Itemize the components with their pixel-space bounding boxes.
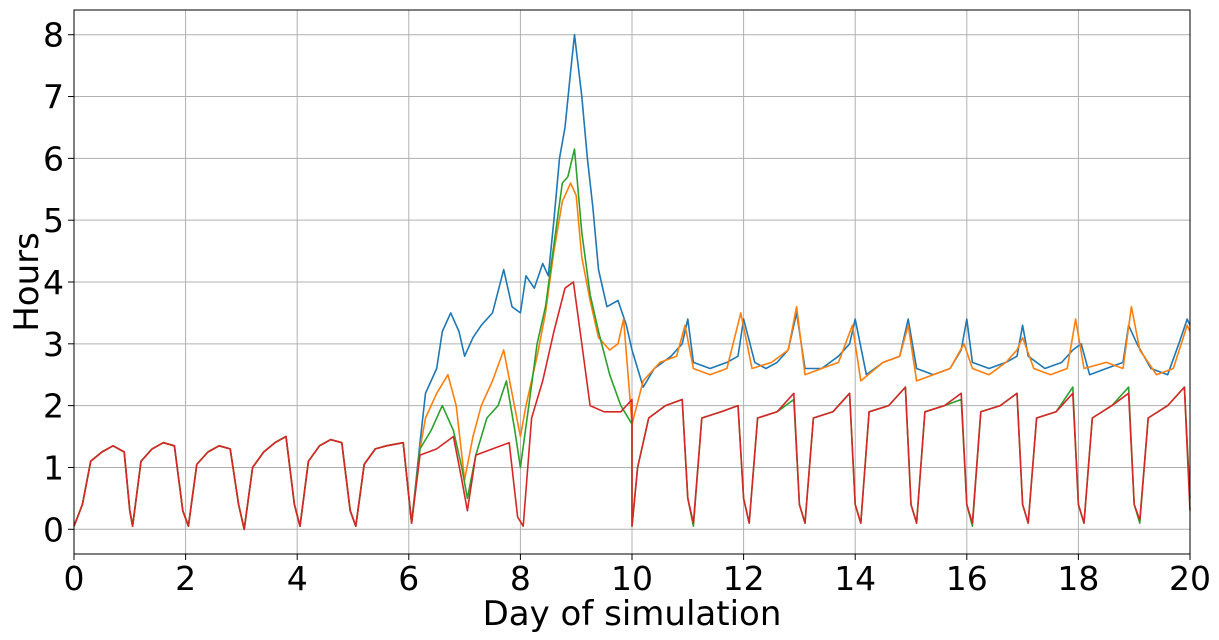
x-tick-label: 8: [510, 559, 531, 598]
series-layer: [73, 33, 1191, 531]
x-tick-label: 12: [723, 559, 765, 598]
y-tick-label: 7: [43, 78, 64, 117]
x-tick-label: 10: [611, 559, 653, 598]
x-tick-label: 18: [1057, 559, 1099, 598]
x-tick-label: 2: [175, 559, 196, 598]
x-tick-label: 16: [946, 559, 988, 598]
y-tick-label: 2: [43, 387, 64, 426]
x-tick-label: 20: [1169, 559, 1211, 598]
y-tick-label: 6: [43, 139, 64, 178]
y-axis-title: Hours: [7, 232, 47, 332]
x-tick-label: 4: [287, 559, 308, 598]
y-tick-label: 3: [43, 325, 64, 364]
x-tick-label: 6: [398, 559, 419, 598]
y-tick-label: 1: [43, 448, 64, 487]
y-axis-ticks: 0 1 2 3 4 5 6 7 8: [43, 16, 74, 549]
y-tick-label: 0: [43, 510, 64, 549]
x-tick-label: 14: [834, 559, 876, 598]
x-axis-title: Day of simulation: [483, 594, 782, 634]
series-line-4: [73, 281, 1191, 531]
y-tick-label: 8: [43, 16, 64, 55]
y-tick-label: 5: [43, 201, 64, 240]
x-tick-label: 0: [64, 559, 85, 598]
x-axis-ticks: 0 2 4 6 8 10 12 14 16 18 20: [64, 554, 1211, 598]
y-tick-label: 4: [43, 263, 64, 302]
